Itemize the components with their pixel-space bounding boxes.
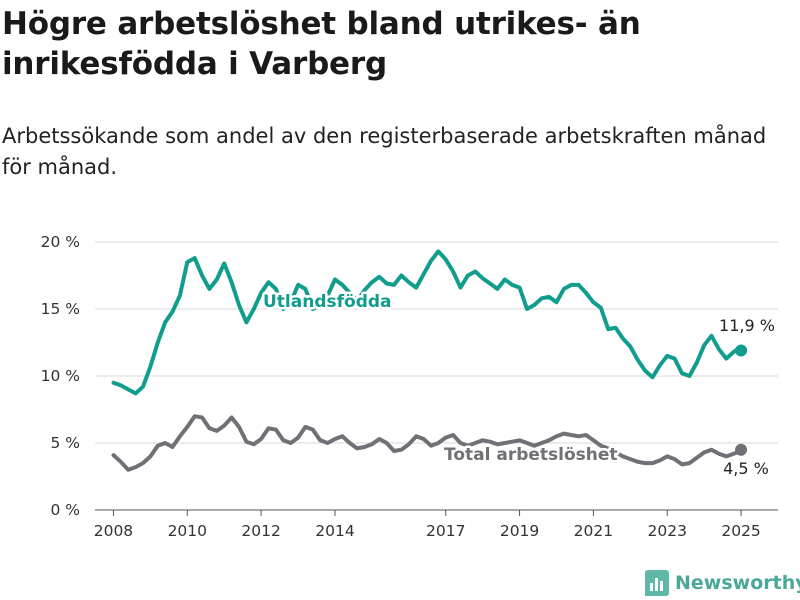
brand-name: Newsworthy [675, 572, 800, 594]
series-end-point [735, 443, 748, 456]
grid-lines [95, 241, 778, 444]
x-tick-label: 2010 [168, 522, 207, 540]
x-tick-label: 2012 [241, 522, 280, 540]
series-lines [111, 249, 748, 472]
x-tick-label: 2023 [648, 522, 687, 540]
labels: Utlandsfödda Total arbetslöshet 11,9 % 4,5 … [261, 290, 777, 481]
series-line-total [111, 414, 744, 472]
chart-title: Högre arbetslöshet bland utrikes- än inr… [2, 6, 641, 82]
x-tick-label: 2008 [94, 522, 133, 540]
end-value-label-utlandsfodda: 11,9 % [719, 316, 775, 335]
end-value-label-total: 4,5 % [723, 459, 769, 478]
series-label-total: Total arbetslöshet [444, 445, 618, 465]
x-tick-label: 2017 [426, 522, 465, 540]
y-tick-label: 0 % [50, 501, 80, 519]
y-tick-label: 10 % [41, 367, 80, 385]
x-tick-label: 2019 [500, 522, 539, 540]
x-tick-label: 2021 [574, 522, 613, 540]
chart-subtitle: Arbetssökande som andel av den registerb… [2, 124, 767, 179]
axes: 0 % 5 % 10 % 15 % 20 % 2008 2010 2012 2014 2017 20… [41, 233, 778, 540]
series-label-utlandsfodda: Utlandsfödda [263, 292, 392, 312]
x-tick-label: 2025 [721, 522, 760, 540]
y-tick-label: 15 % [41, 300, 80, 318]
y-tick-label: 20 % [41, 233, 80, 251]
y-tick-label: 5 % [50, 434, 80, 452]
newsworthy-logo[interactable]: Newsworthy [645, 568, 800, 598]
x-tick-label: 2014 [315, 522, 354, 540]
series-end-point [735, 344, 748, 357]
series-line-utlandsfodda [111, 249, 744, 396]
bar-chart-logo-icon [645, 570, 669, 596]
